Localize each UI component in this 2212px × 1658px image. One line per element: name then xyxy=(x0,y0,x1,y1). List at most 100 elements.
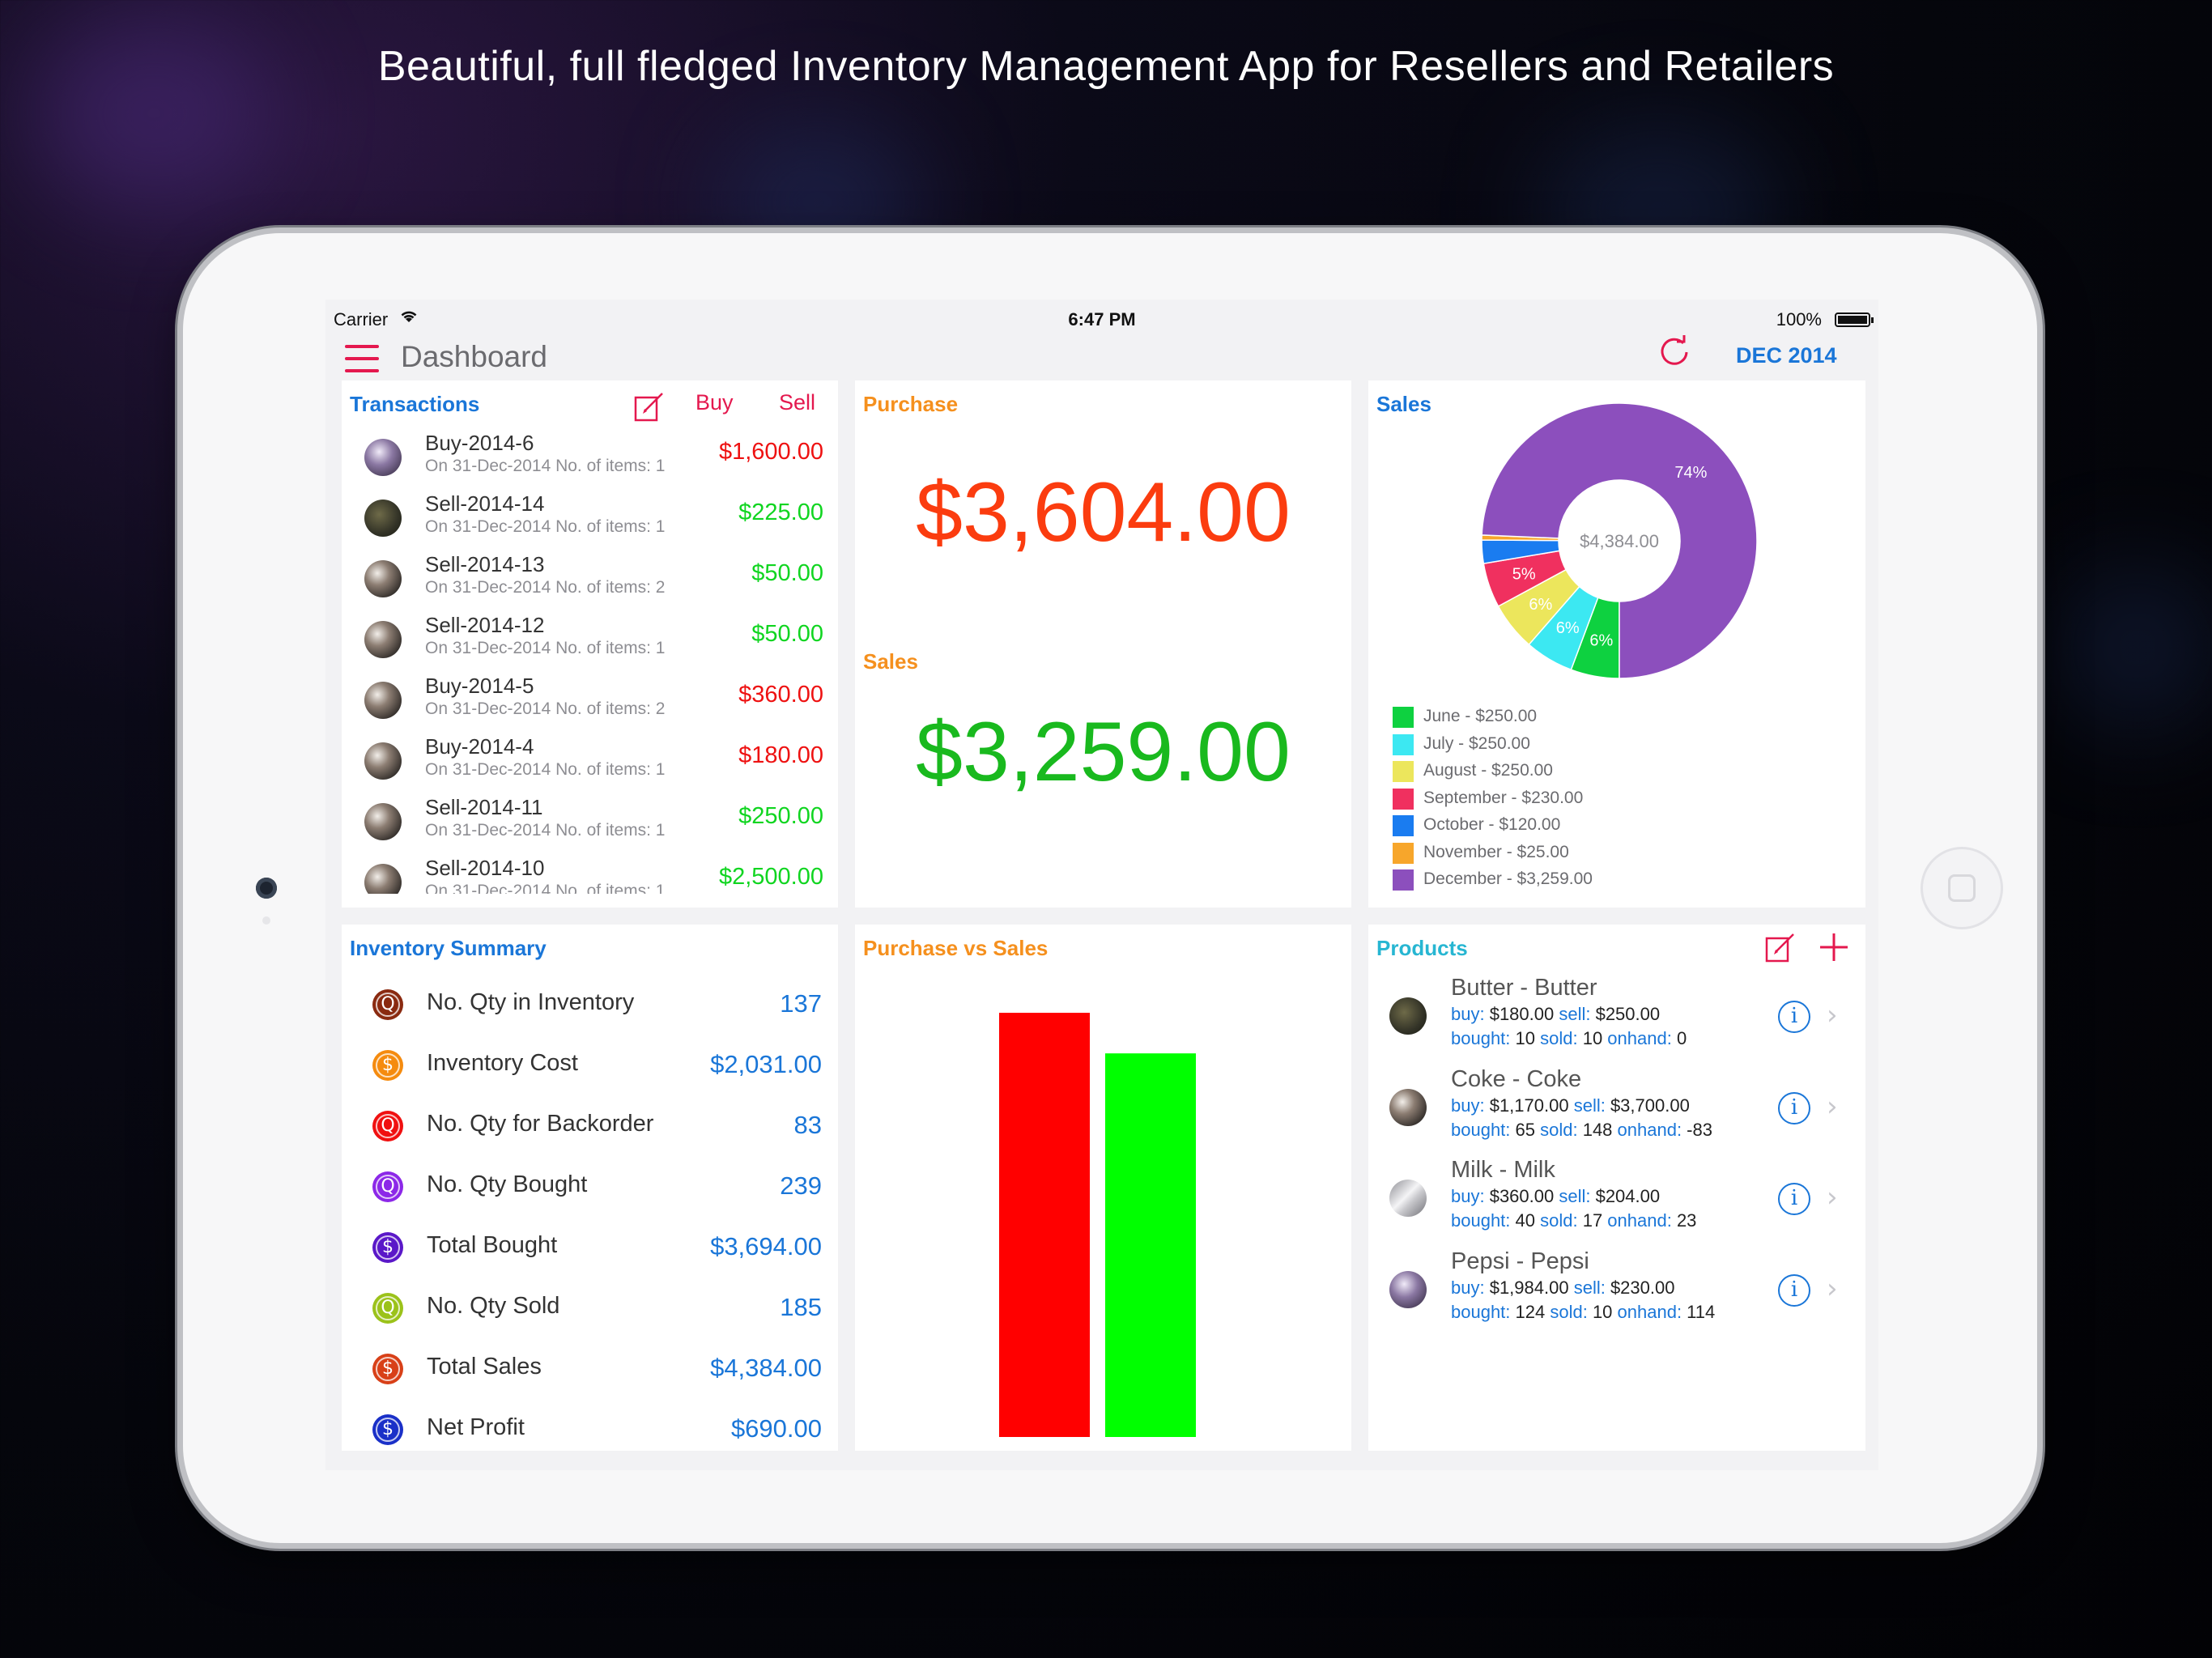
inventory-list: Q No. Qty in Inventory 137 $ Inventory Cost $… xyxy=(342,976,838,1451)
purchase-vs-sales-panel: Purchase vs Sales xyxy=(855,925,1351,1451)
legend-swatch xyxy=(1393,788,1414,810)
page-title: Dashboard xyxy=(401,340,548,373)
product-thumbnail xyxy=(1389,1180,1427,1217)
bought-key: bought: xyxy=(1451,1301,1511,1322)
product-row[interactable]: Milk - Milk buy: $360.00 sell: $204.00 bou… xyxy=(1368,1155,1865,1247)
onhand-key: onhand: xyxy=(1617,1119,1682,1140)
inventory-summary-title: Inventory Summary xyxy=(350,936,547,960)
inventory-label: Total Bought xyxy=(427,1232,558,1258)
hamburger-menu-icon[interactable] xyxy=(345,345,379,372)
legend-swatch xyxy=(1393,842,1414,864)
transaction-amount: $360.00 xyxy=(738,682,823,708)
legend-swatch xyxy=(1393,761,1414,782)
dollar-icon: $ xyxy=(372,1232,403,1263)
buy-key: buy: xyxy=(1451,1004,1485,1024)
transaction-row[interactable]: Sell-2014-10 On 31-Dec-2014 No. of items:… xyxy=(342,852,838,894)
transaction-row[interactable]: Sell-2014-14 On 31-Dec-2014 No. of items:… xyxy=(342,488,838,549)
buy-key: buy: xyxy=(1451,1186,1485,1206)
quantity-icon: Q xyxy=(372,989,403,1020)
background-glow xyxy=(2057,567,2212,729)
transaction-row[interactable]: Buy-2014-6 On 31-Dec-2014 No. of items: 1… xyxy=(342,427,838,488)
sold-value: 17 xyxy=(1577,1210,1608,1231)
refresh-icon[interactable] xyxy=(1656,334,1693,371)
sold-key: sold: xyxy=(1540,1119,1578,1140)
transactions-title: Transactions xyxy=(350,392,480,416)
inventory-row: Q No. Qty Bought 239 xyxy=(342,1158,838,1219)
product-thumbnail xyxy=(1389,1088,1427,1126)
dollar-icon: $ xyxy=(372,1354,403,1384)
product-prices: buy: $180.00 sell: $250.00 xyxy=(1451,1004,1660,1025)
sell-value: $204.00 xyxy=(1590,1186,1661,1206)
transaction-row[interactable]: Sell-2014-11 On 31-Dec-2014 No. of items:… xyxy=(342,792,838,852)
transactions-panel: Transactions Buy Sell Buy-2014-6 On 31-De… xyxy=(342,380,838,908)
transaction-row[interactable]: Buy-2014-5 On 31-Dec-2014 No. of items: 2… xyxy=(342,670,838,731)
sell-button[interactable]: Sell xyxy=(779,390,816,414)
sell-value: $3,700.00 xyxy=(1605,1095,1690,1116)
legend-label: December - $3,259.00 xyxy=(1423,869,1593,888)
transaction-amount: $180.00 xyxy=(738,742,823,768)
product-row[interactable]: Butter - Butter buy: $180.00 sell: $250.0… xyxy=(1368,973,1865,1065)
inventory-row: Q No. Qty in Inventory 137 xyxy=(342,976,838,1037)
purchase-bar xyxy=(999,1013,1090,1437)
sold-key: sold: xyxy=(1540,1028,1578,1048)
inventory-label: Total Sales xyxy=(427,1354,542,1380)
onhand-key: onhand: xyxy=(1607,1210,1672,1231)
sell-key: sell: xyxy=(1559,1004,1591,1024)
product-quantities: bought: 65 sold: 148 onhand: -83 xyxy=(1451,1120,1712,1141)
product-thumbnail xyxy=(1389,1270,1427,1308)
product-row[interactable]: Coke - Coke buy: $1,170.00 sell: $3,700.0… xyxy=(1368,1065,1865,1156)
transaction-name: Sell-2014-11 xyxy=(425,795,543,819)
transaction-row[interactable]: Sell-2014-12 On 31-Dec-2014 No. of items:… xyxy=(342,610,838,670)
edit-products-icon[interactable] xyxy=(1764,931,1797,963)
period-selector[interactable]: DEC 2014 xyxy=(1736,343,1837,368)
purchase-vs-sales-title: Purchase vs Sales xyxy=(863,936,1049,960)
inventory-label: No. Qty in Inventory xyxy=(427,989,635,1015)
buy-value: $180.00 xyxy=(1484,1004,1559,1024)
info-icon[interactable]: i xyxy=(1778,1273,1810,1307)
onhand-value: 23 xyxy=(1671,1210,1697,1231)
app-screen: Carrier 6:47 PM 100% Dashboard DEC 2014 … xyxy=(325,300,1878,1470)
chevron-right-icon: › xyxy=(1827,999,1838,1031)
sales-amount: $3,259.00 xyxy=(916,705,1291,799)
transaction-details: On 31-Dec-2014 No. of items: 2 xyxy=(425,578,666,597)
inventory-row: Q No. Qty Sold 185 xyxy=(342,1280,838,1341)
inventory-row: $ Inventory Cost $2,031.00 xyxy=(342,1037,838,1098)
add-product-icon[interactable] xyxy=(1818,931,1850,963)
sales-title: Sales xyxy=(863,649,918,674)
info-icon[interactable]: i xyxy=(1778,1001,1810,1033)
sales-donut-chart: 6%6%6%5%74%$4,384.00 xyxy=(1481,402,1758,679)
product-name: Milk - Milk xyxy=(1451,1157,1555,1183)
inventory-row: Q No. Qty for Backorder 83 xyxy=(342,1098,838,1158)
transaction-row[interactable]: Buy-2014-4 On 31-Dec-2014 No. of items: 1… xyxy=(342,731,838,792)
compose-icon[interactable] xyxy=(633,390,666,423)
info-icon[interactable]: i xyxy=(1778,1183,1810,1215)
legend-label: July - $250.00 xyxy=(1423,733,1530,753)
buy-key: buy: xyxy=(1451,1095,1485,1116)
buy-value: $360.00 xyxy=(1484,1186,1559,1206)
onhand-value: 114 xyxy=(1682,1301,1716,1322)
sold-key: sold: xyxy=(1540,1210,1578,1231)
pie-slice-label: 6% xyxy=(1529,596,1552,614)
bought-key: bought: xyxy=(1451,1119,1511,1140)
transaction-row[interactable]: Sell-2014-13 On 31-Dec-2014 No. of items:… xyxy=(342,549,838,610)
product-row[interactable]: Pepsi - Pepsi buy: $1,984.00 sell: $230.0… xyxy=(1368,1247,1865,1338)
home-button[interactable] xyxy=(1921,847,2003,929)
inventory-value: 137 xyxy=(780,989,822,1018)
info-icon[interactable]: i xyxy=(1778,1091,1810,1124)
sell-value: $230.00 xyxy=(1605,1277,1675,1298)
transaction-amount: $50.00 xyxy=(751,560,823,586)
legend-swatch xyxy=(1393,869,1414,891)
transaction-details: On 31-Dec-2014 No. of items: 1 xyxy=(425,639,666,657)
transaction-details: On 31-Dec-2014 No. of items: 1 xyxy=(425,517,666,536)
inventory-value: $690.00 xyxy=(730,1414,822,1443)
chevron-right-icon: › xyxy=(1827,1272,1838,1305)
legend-swatch xyxy=(1393,815,1414,836)
buy-value: $1,170.00 xyxy=(1484,1095,1574,1116)
transaction-thumbnail xyxy=(364,682,402,719)
buy-button[interactable]: Buy xyxy=(696,390,734,414)
product-name: Pepsi - Pepsi xyxy=(1451,1248,1589,1274)
background-glow xyxy=(32,16,275,210)
sell-key: sell: xyxy=(1573,1277,1606,1298)
pie-slice-december xyxy=(1481,402,1758,679)
transaction-thumbnail xyxy=(364,560,402,597)
